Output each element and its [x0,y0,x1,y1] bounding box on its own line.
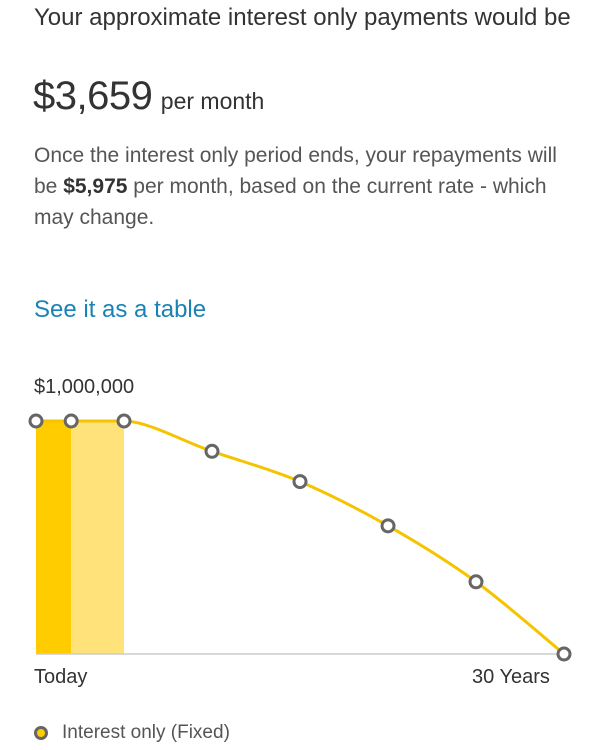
series-line-0 [34,419,566,656]
data-point-2 [116,413,132,429]
payment-amount: $3,659 [33,74,153,118]
monthly-payment: $3,659 per month [33,74,264,119]
description-suffix: per month, based on the current rate - w… [34,175,547,229]
data-point-4 [292,474,308,490]
shaded-period-1 [71,421,124,654]
payment-period: per month [160,88,265,114]
legend-marker-icon [34,726,48,740]
data-point-7 [556,646,572,662]
repayment-description: Once the interest only period ends, your… [34,140,574,233]
description-prefix: Once the interest only period ends, your… [34,144,557,198]
shaded-period-0 [36,421,72,654]
data-point-5 [380,518,396,534]
x-axis-start-label: Today [34,666,88,688]
legend-label: Interest only (Fixed) [62,722,230,743]
data-point-1 [63,413,79,429]
data-point-3 [204,443,220,459]
data-point-6 [468,574,484,590]
data-point-0 [28,413,44,429]
repayment-amount: $5,975 [63,175,128,198]
y-axis-max-label: $1,000,000 [34,376,135,398]
headline: Your approximate interest only payments … [34,4,571,31]
see-as-table-link[interactable]: See it as a table [34,296,207,323]
chart-legend: Interest only (Fixed) [34,722,230,744]
x-axis-end-label: 30 Years [472,666,550,688]
